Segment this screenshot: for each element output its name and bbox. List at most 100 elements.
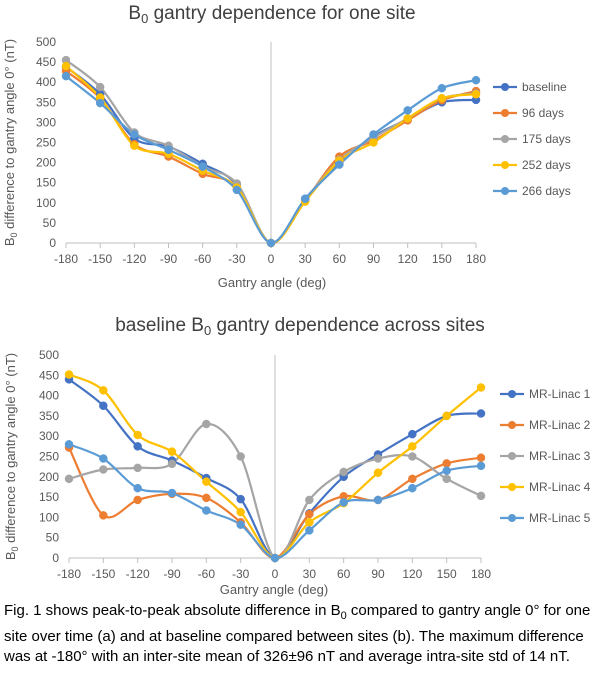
c1-x-tick-label-3: -90 [163, 567, 181, 581]
c1-y-tick-label-5: 250 [39, 450, 59, 464]
c0-y-axis-label: B0 difference to gantry angle 0° (nT) [2, 39, 19, 246]
c1-point-s3-11 [442, 411, 451, 421]
c0-x-tick-label-3: -90 [160, 252, 178, 266]
c1-point-s0-5 [236, 494, 245, 504]
caption-post: compared to gantry angle 0° for one site… [4, 602, 591, 665]
c0-legend-label-2: 175 days [522, 132, 571, 146]
c1-point-s2-4 [202, 419, 211, 429]
c1-x-tick-label-11: 150 [437, 567, 457, 581]
c1-y-tick-label-3: 150 [39, 490, 59, 504]
c0-x-tick-label-2: -120 [122, 252, 146, 266]
c1-x-tick-label-10: 120 [402, 567, 422, 581]
c0-legend-swatch-marker-4 [501, 187, 509, 195]
c1-point-s3-2 [133, 430, 142, 440]
c1-point-s2-12 [476, 491, 486, 501]
c1-point-s0-1 [99, 401, 108, 410]
c0-y-tick-label-1: 50 [43, 216, 57, 230]
c1-y-tick-label-4: 200 [39, 470, 59, 484]
c0-legend-swatch-marker-0 [501, 83, 509, 91]
c1-point-s1-2 [133, 495, 142, 505]
c0-point-s4-2 [130, 130, 139, 139]
c0-point-s3-9 [369, 138, 378, 147]
c0-x-tick-label-8: 60 [333, 252, 347, 266]
c1-point-s1-7 [305, 509, 314, 519]
c0-point-s4-1 [95, 98, 105, 108]
c1-point-s0-12 [476, 409, 486, 418]
c1-point-s2-1 [99, 465, 108, 474]
c1-point-s4-9 [373, 495, 383, 505]
chart-a: B0 gantry dependence for one site -180 -15… [2, 3, 571, 290]
c1-point-s0-2 [133, 442, 142, 451]
c0-x-tick-label-7: 30 [298, 252, 312, 266]
c0-point-s4-10 [403, 106, 412, 115]
c0-x-tick-label-1: -150 [88, 252, 112, 266]
c1-y-tick-label-6: 300 [39, 429, 59, 443]
c0-legend-label-0: baseline [522, 80, 567, 94]
chart-b: baseline B0 gantry dependence across sit… [3, 315, 591, 597]
c0-y-tick-label-6: 300 [36, 115, 56, 129]
c1-x-tick-label-0: -180 [57, 567, 81, 581]
c1-legend-swatch-marker-1 [508, 421, 516, 429]
c0-x-tick-label-5: -30 [228, 252, 246, 266]
c0-point-s4-12 [471, 75, 481, 85]
c0-x-axis-label: Gantry angle (deg) [218, 275, 326, 290]
c1-point-s4-8 [339, 498, 348, 507]
c0-x-tick-label-12: 180 [466, 252, 486, 266]
c1-y-tick-label-1: 50 [46, 531, 60, 545]
c1-legend-swatch-marker-4 [508, 514, 516, 522]
c1-legend-swatch-marker-2 [508, 452, 516, 460]
c1-point-s1-12 [476, 453, 486, 462]
c0-point-s4-4 [198, 162, 207, 171]
c1-legend-swatch-marker-3 [508, 483, 516, 491]
c0-point-s3-10 [403, 114, 412, 123]
c0-point-s3-11 [437, 94, 447, 103]
c1-point-s1-1 [99, 511, 108, 520]
c1-x-tick-label-12: 180 [471, 567, 491, 581]
c1-point-s2-7 [305, 495, 314, 505]
c0-y-tick-label-2: 100 [36, 196, 56, 210]
c0-y-tick-label-0: 0 [49, 236, 56, 250]
c1-y-tick-label-10: 500 [39, 348, 59, 362]
c1-point-s1-4 [202, 493, 211, 503]
c0-y-tick-label-4: 200 [36, 156, 56, 170]
c0-point-s4-3 [164, 145, 173, 154]
c1-x-tick-label-8: 60 [337, 567, 351, 581]
c1-point-s3-5 [236, 507, 245, 517]
c0-x-tick-label-9: 90 [367, 252, 381, 266]
c1-point-s4-1 [99, 454, 108, 463]
c1-point-s1-10 [408, 474, 417, 484]
c1-x-tick-label-4: -60 [198, 567, 216, 581]
c1-x-tick-label-9: 90 [371, 567, 385, 581]
c1-point-s4-5 [236, 520, 245, 529]
c0-point-s4-9 [369, 130, 378, 139]
c1-x-tick-label-1: -150 [91, 567, 115, 581]
c1-point-s3-4 [202, 477, 211, 486]
c1-chart-title: baseline B0 gantry dependence across sit… [115, 315, 485, 338]
c1-x-tick-label-5: -30 [232, 567, 250, 581]
c1-point-s2-2 [133, 463, 142, 473]
c0-y-tick-label-5: 250 [36, 136, 56, 150]
c1-point-s3-10 [408, 442, 417, 451]
c1-point-s3-12 [476, 383, 486, 392]
c0-x-tick-label-11: 150 [432, 252, 452, 266]
c1-point-s2-10 [408, 452, 417, 461]
c1-legend-label-1: MR-Linac 2 [529, 418, 591, 432]
c0-point-s4-7 [300, 194, 310, 204]
c0-legend-swatch-marker-3 [501, 161, 509, 169]
c1-point-s3-3 [167, 447, 177, 456]
c0-point-s3-0 [61, 61, 71, 71]
c1-y-tick-label-8: 400 [39, 389, 59, 403]
c1-point-s2-9 [373, 454, 383, 463]
c0-x-tick-label-4: -60 [194, 252, 212, 266]
c0-y-tick-label-9: 450 [36, 55, 56, 69]
c1-point-s1-11 [442, 459, 451, 468]
c1-y-tick-label-2: 100 [39, 510, 59, 524]
c1-point-s3-0 [64, 370, 74, 379]
c0-x-tick-label-6: 0 [268, 252, 275, 266]
c1-point-s4-12 [476, 461, 486, 471]
c0-y-tick-label-8: 400 [36, 75, 56, 89]
caption-sub: 0 [340, 610, 347, 622]
caption-pre: Fig. 1 shows peak-to-peak absolute diffe… [4, 602, 341, 619]
c1-y-axis-label: B0 difference to gantry angle 0° (nT) [3, 353, 20, 560]
c1-point-s4-0 [64, 440, 74, 449]
